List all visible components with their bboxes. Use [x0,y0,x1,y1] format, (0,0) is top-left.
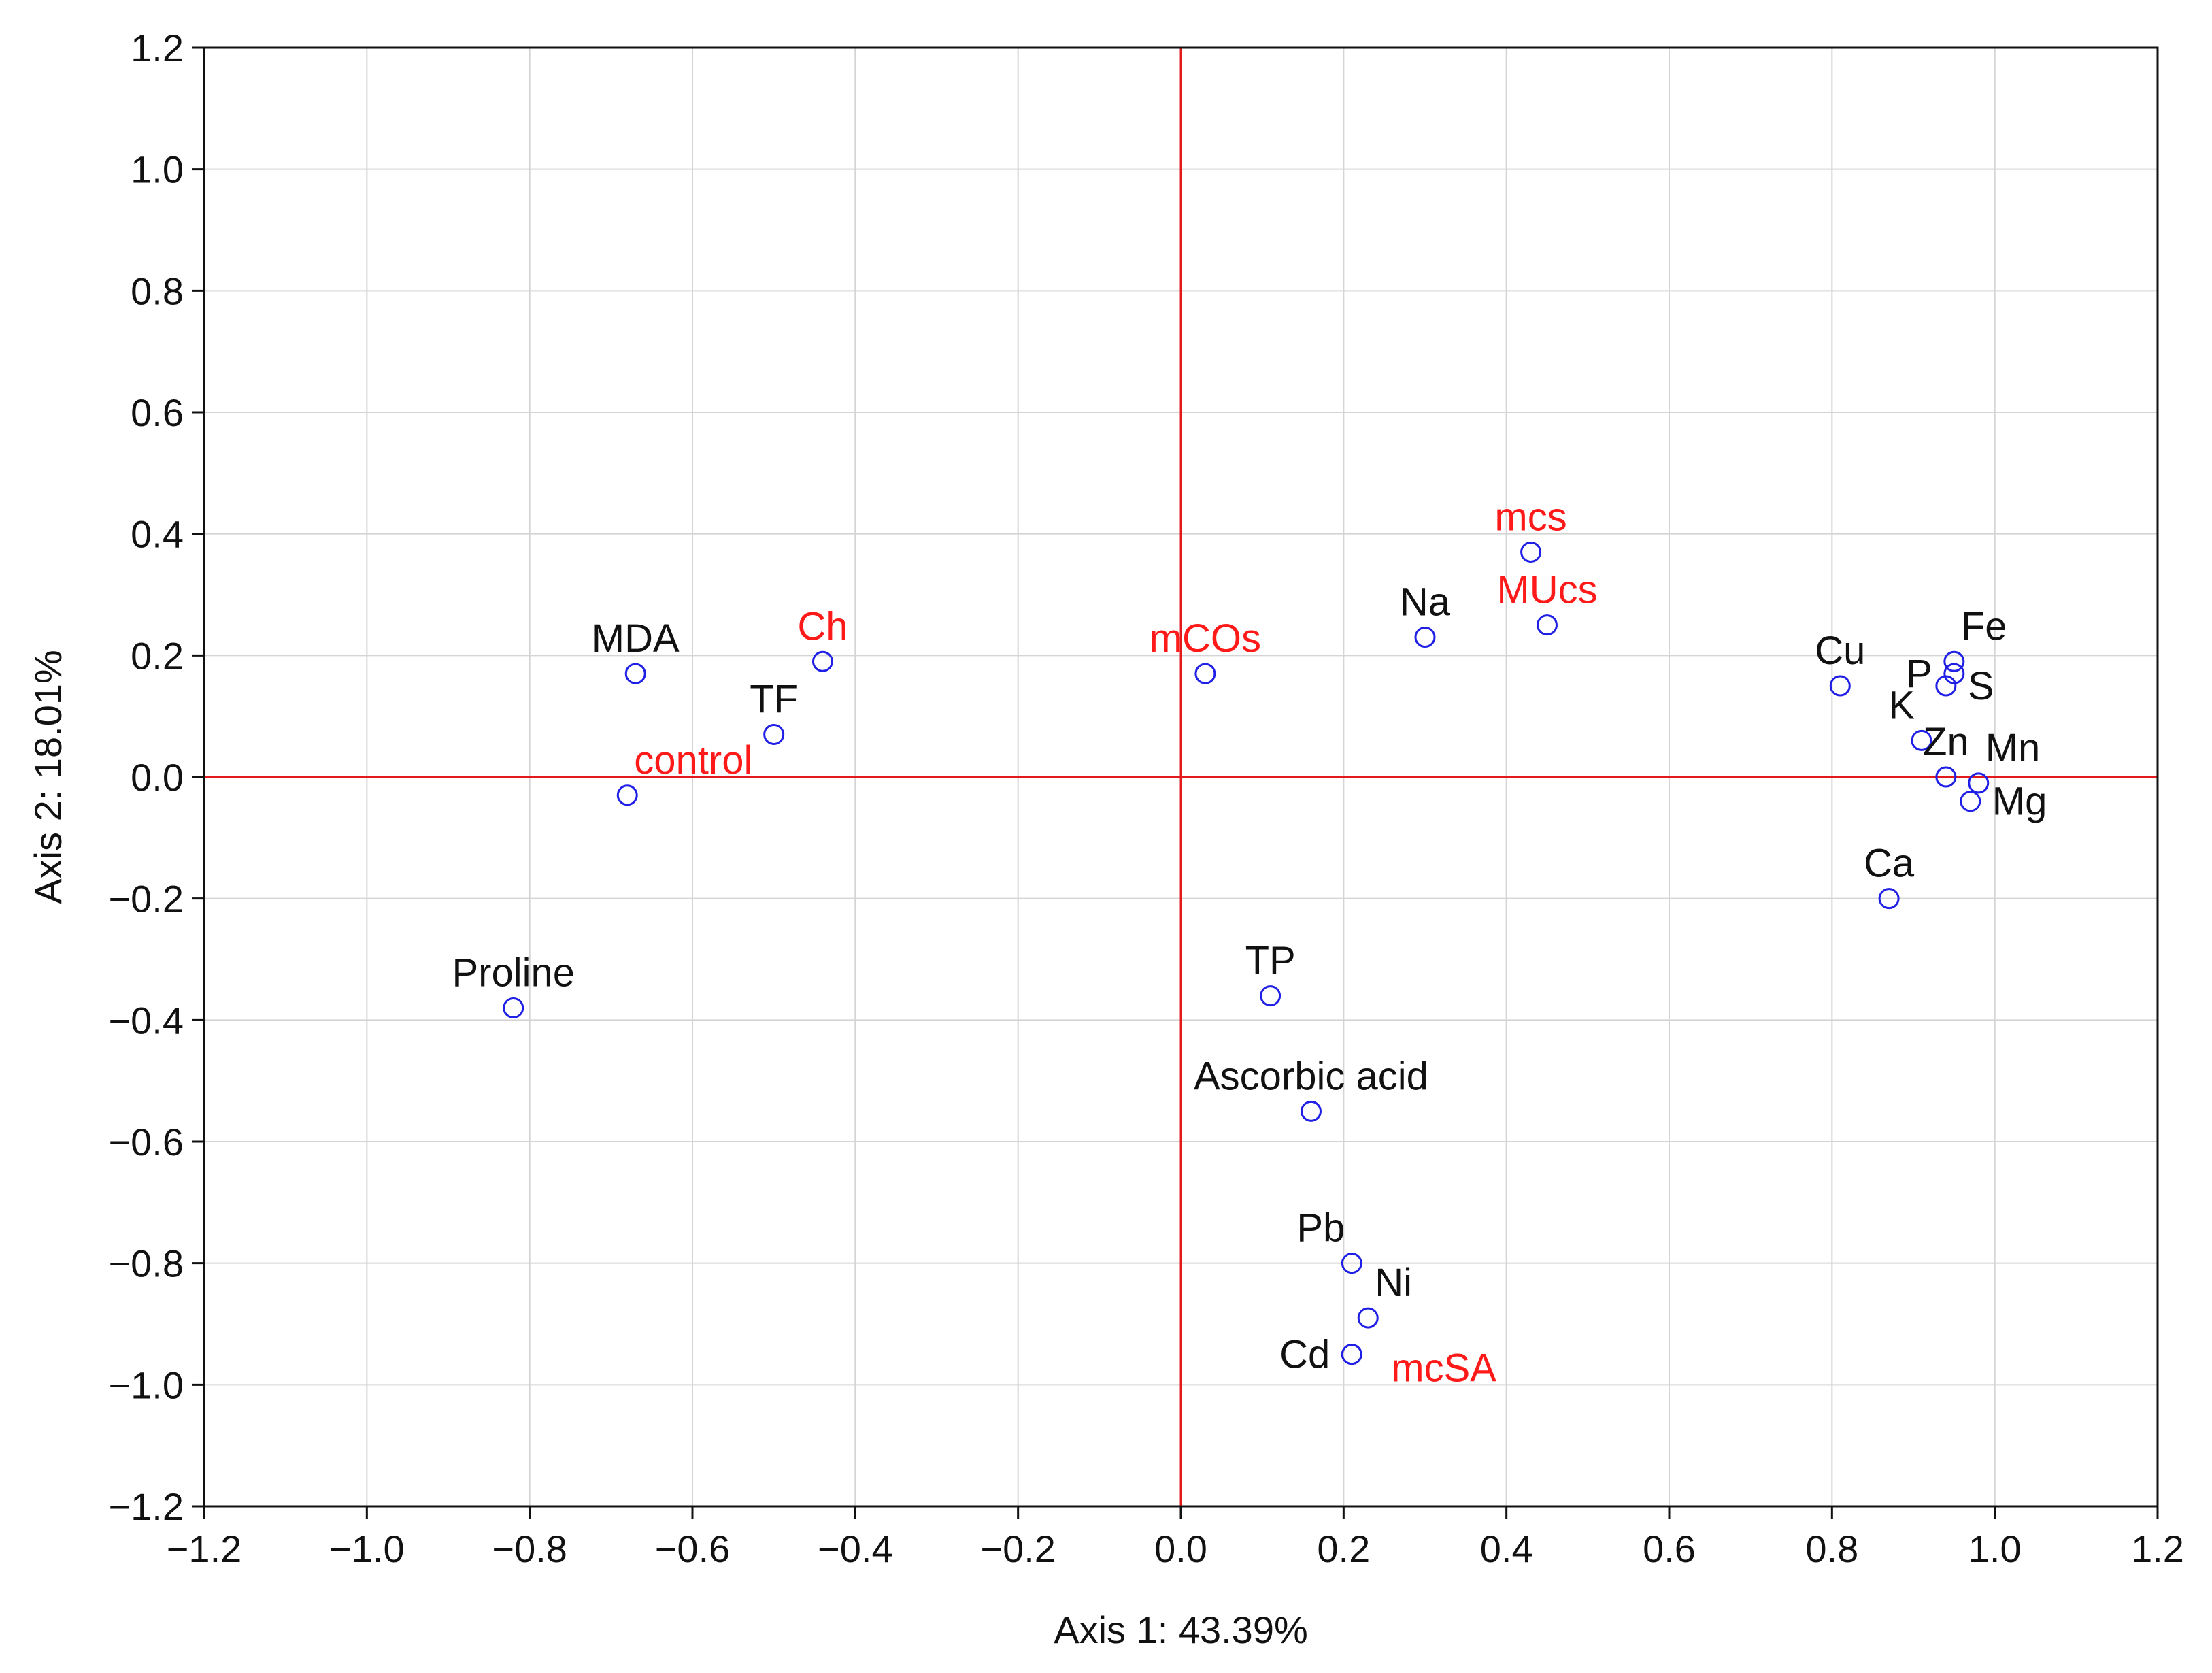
x-tick-label: 0.4 [1480,1527,1533,1570]
point-marker-fe [1943,650,1965,672]
x-axis-title: Axis 1: 43.39% [1054,1608,1308,1651]
y-tick-label: 1.0 [131,148,184,191]
y-tick-label: −0.8 [108,1242,184,1285]
point-label-mg: Mg [1992,780,2047,824]
y-tick-label: −0.6 [108,1121,184,1163]
point-label-mucs: MUcs [1496,568,1597,612]
x-tick-label: 0.0 [1154,1527,1207,1570]
y-tick-label: 0.0 [131,756,184,799]
reference-lines [204,48,2158,1506]
point-marker-tf [763,723,785,745]
point-label-ca: Ca [1864,842,1915,886]
axis-ticks: −1.2 −1.0 −0.8 −0.6 −0.4 −0.2 0.0 0.2 0.4 0.6 0.8 1… [108,27,2183,1570]
point-label-p: P [1906,652,1932,696]
y-tick-label: −0.2 [108,878,184,921]
y-tick-label: 1.2 [131,27,184,69]
point-marker-ch [811,650,833,672]
y-tick-label: 0.8 [131,269,184,312]
x-tick-label: −0.4 [818,1527,893,1570]
point-marker-ni [1357,1307,1379,1329]
point-label-tp: TP [1245,939,1296,983]
point-label-fe: Fe [1961,604,2007,648]
x-tick-label: −0.6 [655,1527,731,1570]
x-tick-label: −0.2 [980,1527,1056,1570]
point-marker-cu [1829,675,1851,697]
point-label-cu: Cu [1815,629,1865,673]
point-label-control: control [634,738,752,782]
point-label-na: Na [1400,580,1451,625]
point-label-s: S [1968,664,1994,708]
point-marker-zn [1935,766,1957,788]
y-tick-label: 0.2 [131,634,184,677]
x-tick-label: −1.2 [167,1527,242,1570]
point-marker-mda [624,663,646,684]
point-label-mcos: mCOs [1150,616,1261,661]
point-marker-s [1935,675,1957,697]
point-marker-mg [1960,791,1981,812]
x-tick-label: −0.8 [492,1527,567,1570]
point-label-proline: Proline [452,950,575,995]
point-label-pb: Pb [1296,1206,1345,1250]
point-label-ascorbic-acid: Ascorbic acid [1194,1054,1428,1098]
point-label-mcsa: mcSA [1391,1346,1496,1391]
point-marker-mucs [1537,614,1558,636]
point-marker-tp [1260,985,1281,1007]
point-label-mn: Mn [1985,726,2041,770]
point-label-k: K [1888,683,1915,727]
point-label-ch: Ch [797,604,848,648]
x-tick-label: 1.2 [2131,1527,2184,1570]
point-label-mda: MDA [592,616,680,661]
point-marker-na [1414,627,1436,648]
x-tick-label: 0.6 [1643,1527,1696,1570]
point-marker-control [616,784,638,806]
y-tick-label: −0.4 [108,999,184,1042]
point-label-ni: Ni [1375,1261,1412,1305]
point-marker-ca [1878,888,1900,910]
point-marker-pb [1341,1253,1362,1274]
point-marker-mcsa [1341,1344,1362,1365]
y-axis-title: Axis 2: 18.01% [27,650,69,904]
point-marker-mcos [1194,663,1216,684]
point-label-cd: Cd [1279,1333,1330,1377]
point-label-tf: TF [750,677,798,721]
x-tick-label: 0.8 [1805,1527,1858,1570]
point-marker-ascorbic-acid [1300,1100,1322,1122]
point-marker-proline [503,997,524,1018]
point-label-mcs: mcs [1494,495,1566,539]
point-label-zn: Zn [1923,720,1969,764]
point-marker-k [1911,729,1932,751]
y-tick-label: 0.4 [131,513,184,556]
y-tick-label: −1.0 [108,1363,184,1406]
point-marker-mcs [1520,541,1542,563]
x-tick-label: 1.0 [1968,1527,2022,1570]
x-tick-label: −1.0 [329,1527,405,1570]
y-tick-label: 0.6 [131,391,184,434]
x-tick-label: 0.2 [1317,1527,1370,1570]
point-marker-mn [1968,772,1990,794]
y-tick-label: −1.2 [108,1485,184,1528]
